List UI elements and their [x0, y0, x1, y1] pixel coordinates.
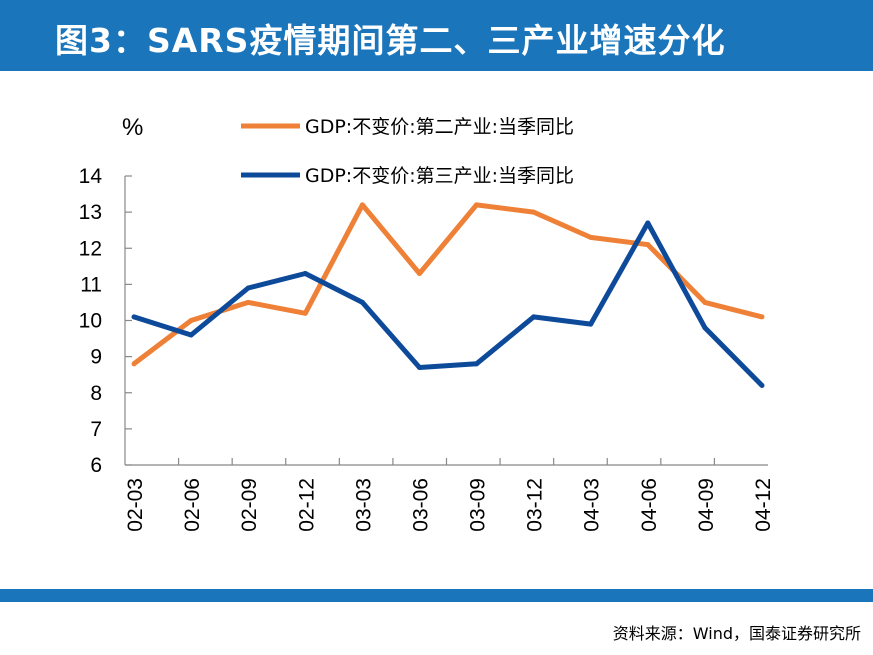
data-point: [702, 299, 708, 305]
series-line-2: [133, 220, 764, 388]
source-note: 资料来源：Wind，国泰证券研究所: [612, 624, 861, 643]
line-chart: GDP:不变价:第二产业:当季同比 GDP:不变价:第三产业:当季同比 % 6 7 8…: [79, 114, 775, 532]
y-axis-unit-label: %: [122, 114, 143, 141]
data-point: [188, 332, 194, 338]
data-point: [588, 234, 594, 240]
y-tick-label: 7: [90, 418, 102, 441]
data-point: [759, 314, 765, 320]
data-point: [188, 318, 194, 323]
data-point: [131, 361, 137, 367]
x-tick-labels: 02-03 02-06 02-09 02-12 03-03 03-06 03-09 03-12…: [124, 478, 775, 532]
data-point: [302, 271, 308, 277]
data-point: [302, 310, 308, 316]
x-tick-label: 03-06: [409, 478, 432, 532]
legend: GDP:不变价:第二产业:当季同比 GDP:不变价:第三产业:当季同比: [241, 116, 574, 187]
x-tick-label: 03-09: [467, 478, 490, 532]
x-tick-label: 02-06: [181, 478, 204, 532]
x-tick-label: 04-09: [695, 478, 718, 532]
data-point: [131, 314, 137, 320]
y-tick-label: 12: [79, 237, 102, 260]
chart-title: 图3：SARS疫情期间第二、三产业增速分化: [55, 21, 726, 60]
data-point: [588, 321, 594, 327]
data-point: [245, 285, 251, 291]
y-tick-label: 10: [79, 310, 102, 333]
series-line-1: [132, 202, 763, 366]
data-point: [645, 242, 651, 248]
x-tick-label: 02-03: [124, 478, 147, 532]
legend-label-1: GDP:不变价:第二产业:当季同比: [305, 116, 574, 138]
y-tick-label: 8: [90, 382, 102, 405]
series-layer: [131, 202, 765, 389]
y-tick-label: 14: [79, 165, 103, 188]
bottom-bar: [0, 589, 873, 602]
y-tick-label: 6: [90, 454, 102, 477]
x-tick-label: 04-06: [638, 478, 661, 532]
data-point: [416, 271, 422, 277]
y-tick-label: 9: [90, 346, 102, 369]
title-bar: 图3：SARS疫情期间第二、三产业增速分化: [0, 0, 873, 71]
axes: 6 7 8 9 10 11 12 13 14: [79, 165, 768, 477]
data-point: [474, 361, 480, 367]
data-point: [245, 299, 251, 305]
data-point: [359, 202, 365, 208]
data-point: [359, 299, 365, 305]
x-tick-label: 04-12: [752, 478, 775, 532]
data-point: [645, 220, 651, 226]
data-point: [759, 383, 765, 389]
x-tick-label: 02-09: [238, 478, 261, 532]
x-tick-label: 04-03: [581, 478, 604, 532]
y-tick-label: 13: [79, 201, 102, 224]
legend-label-2: GDP:不变价:第三产业:当季同比: [305, 165, 574, 187]
x-tick-label: 03-03: [352, 478, 375, 532]
y-tick-label: 11: [80, 273, 102, 296]
x-tick-label: 02-12: [295, 478, 318, 532]
data-point: [416, 364, 422, 370]
data-point: [531, 209, 537, 215]
x-tick-label: 03-12: [524, 478, 547, 532]
data-point: [702, 325, 708, 331]
data-point: [474, 202, 480, 208]
data-point: [531, 314, 537, 320]
